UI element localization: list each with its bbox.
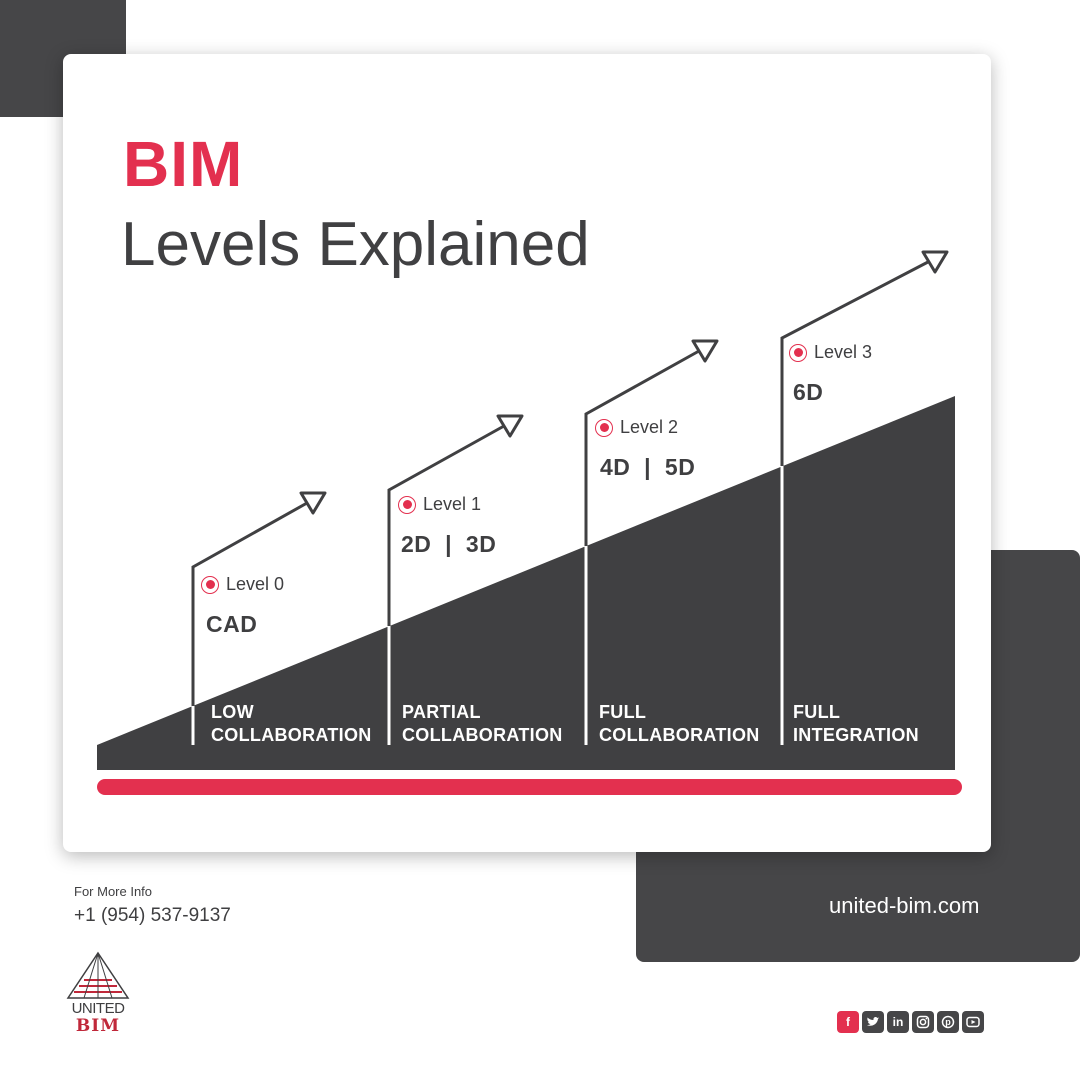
level-2-tag: Level 2	[595, 417, 678, 438]
level-1-collab-line-1: PARTIAL	[402, 702, 481, 722]
instagram-icon[interactable]	[912, 1011, 934, 1033]
level-0-collab-line-1: LOW	[211, 702, 254, 722]
logo-triangle-icon	[66, 951, 130, 999]
logo-text-bim: BIM	[75, 1016, 121, 1036]
level-0-label: Level 0	[226, 574, 285, 594]
level-2-dimension: 4D | 5D	[600, 454, 696, 480]
level-1-collaboration: PARTIAL COLLABORATION	[402, 701, 563, 747]
arrow-head-level-3	[921, 250, 949, 274]
level-0-tag: Level 0	[201, 574, 284, 595]
level-0-dimension: CAD	[206, 611, 258, 637]
level-3-tag: Level 3	[789, 342, 872, 363]
level-2-label: Level 2	[620, 417, 679, 437]
title-subtitle: Levels Explained	[121, 210, 590, 279]
level-3-collaboration: FULL INTEGRATION	[793, 701, 919, 747]
social-links: f in p	[837, 1011, 984, 1033]
level-1-collab-line-2: COLLABORATION	[402, 725, 563, 745]
pinterest-icon[interactable]: p	[937, 1011, 959, 1033]
level-3-dimension: 6D	[793, 379, 824, 405]
linkedin-icon[interactable]: in	[887, 1011, 909, 1033]
level-2-collab-line-2: COLLABORATION	[599, 725, 760, 745]
contact-label: For More Info	[74, 884, 153, 899]
youtube-icon[interactable]	[962, 1011, 984, 1033]
title-bim: BIM	[123, 128, 244, 200]
level-2-collab-line-1: FULL	[599, 702, 647, 722]
level-1-dimension: 2D | 3D	[401, 531, 497, 557]
arrow-level-0	[191, 501, 308, 706]
facebook-icon[interactable]: f	[837, 1011, 859, 1033]
arrow-head-level-0	[299, 491, 327, 515]
level-3-collab-line-1: FULL	[793, 702, 841, 722]
level-3-dot-icon	[789, 343, 807, 362]
arrow-head-level-1	[496, 414, 524, 438]
logo-text-united: UNITED	[71, 1000, 125, 1017]
accent-bar	[97, 779, 962, 795]
twitter-icon[interactable]	[862, 1011, 884, 1033]
united-bim-logo: UNITED BIM	[62, 950, 134, 1040]
level-3-label: Level 3	[814, 342, 873, 362]
svg-text:p: p	[945, 1017, 951, 1027]
level-1-label: Level 1	[423, 494, 482, 514]
level-1-dot-icon	[398, 495, 416, 514]
arrow-level-3	[780, 260, 929, 466]
level-0-collab-line-2: COLLABORATION	[211, 725, 372, 745]
level-0-dot-icon	[201, 575, 219, 594]
arrow-level-2	[584, 349, 700, 546]
contact-phone[interactable]: +1 (954) 537-9137	[74, 905, 231, 926]
level-2-collaboration: FULL COLLABORATION	[599, 701, 760, 747]
level-2-dot-icon	[595, 418, 613, 437]
arrow-head-level-2	[691, 339, 719, 363]
level-1-tag: Level 1	[398, 494, 481, 515]
website-link[interactable]: united-bim.com	[829, 893, 980, 918]
arrow-level-1	[387, 424, 505, 626]
level-3-collab-line-2: INTEGRATION	[793, 725, 919, 745]
ramp-shape	[97, 396, 955, 770]
level-0-collaboration: LOW COLLABORATION	[211, 701, 372, 747]
